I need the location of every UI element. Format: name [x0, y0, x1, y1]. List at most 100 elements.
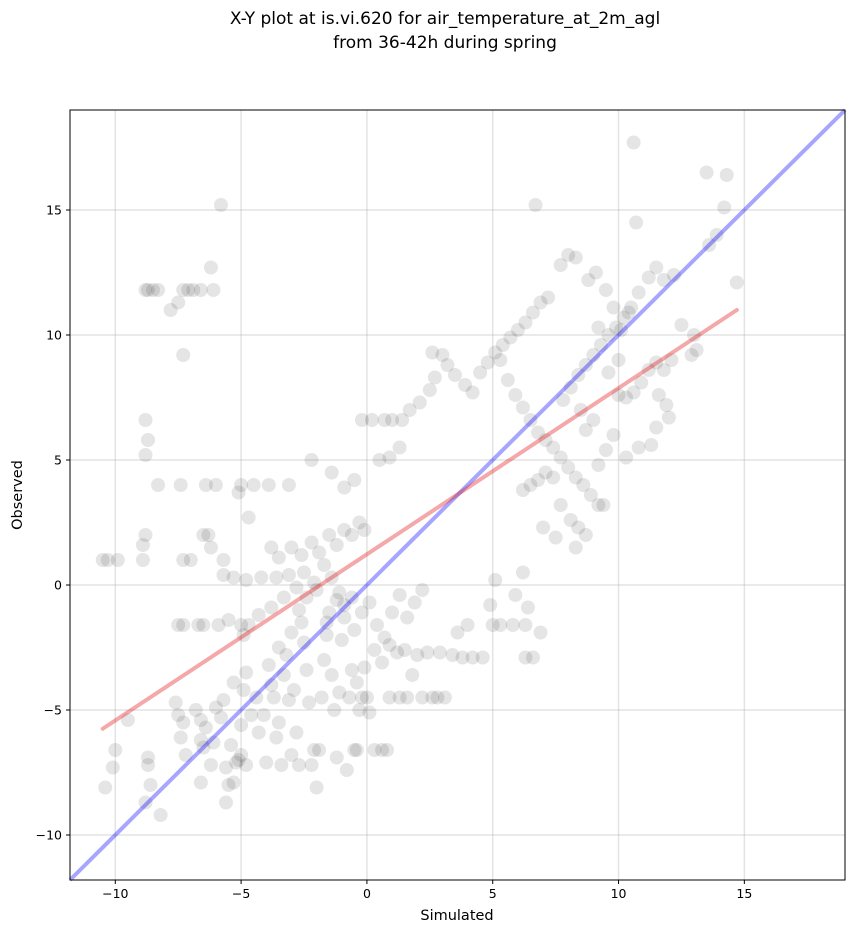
- x-tick-label: −10: [102, 886, 128, 901]
- data-point: [666, 268, 681, 282]
- data-point: [281, 478, 296, 492]
- data-point: [324, 668, 339, 682]
- data-point: [641, 363, 656, 377]
- data-point: [216, 553, 231, 567]
- data-point: [256, 708, 271, 722]
- reference-lines: [68, 108, 847, 882]
- y-tick-label: 5: [54, 453, 62, 468]
- data-point: [606, 428, 621, 442]
- data-point: [299, 663, 314, 677]
- data-point: [317, 653, 332, 667]
- data-point: [410, 648, 425, 662]
- data-point: [563, 380, 578, 395]
- data-point: [344, 528, 359, 542]
- data-point: [412, 395, 427, 410]
- data-point: [553, 258, 568, 272]
- data-point: [120, 713, 135, 727]
- data-point: [395, 413, 410, 427]
- y-tick-label: −10: [36, 828, 62, 843]
- data-point: [309, 583, 324, 597]
- data-point: [548, 530, 563, 545]
- data-point: [216, 568, 231, 582]
- y-tick-label: 0: [54, 578, 62, 593]
- data-point: [234, 748, 249, 762]
- axis-ticks: −10 −5 0 5 10 15 −10 −5 0 5 10 15: [36, 203, 753, 902]
- data-point: [138, 795, 153, 810]
- data-point: [239, 758, 254, 772]
- data-point: [651, 388, 666, 402]
- data-point: [609, 320, 624, 335]
- data-point: [503, 330, 518, 345]
- data-point: [337, 480, 352, 495]
- data-point: [284, 748, 299, 762]
- data-point: [221, 613, 236, 627]
- identity-line: [68, 108, 847, 882]
- data-point: [631, 285, 646, 300]
- data-point: [100, 553, 115, 567]
- data-point: [329, 750, 344, 765]
- data-point: [266, 690, 281, 705]
- data-point: [455, 650, 470, 665]
- data-point: [317, 558, 332, 572]
- data-point: [649, 260, 664, 275]
- data-point: [294, 548, 309, 562]
- data-point: [687, 328, 702, 342]
- data-point: [146, 283, 161, 297]
- data-point: [616, 310, 631, 325]
- data-point: [664, 353, 679, 367]
- data-point: [649, 420, 664, 435]
- data-point: [729, 275, 744, 290]
- data-point: [168, 695, 183, 710]
- data-point: [334, 633, 349, 647]
- data-point: [251, 725, 266, 740]
- data-point: [171, 618, 186, 632]
- data-point: [95, 553, 110, 567]
- data-point: [269, 570, 284, 585]
- data-point: [583, 488, 598, 502]
- data-point: [206, 283, 221, 297]
- data-point: [634, 375, 649, 390]
- x-tick-label: 5: [489, 886, 497, 901]
- data-point: [176, 715, 191, 730]
- data-point: [553, 498, 568, 512]
- data-point: [206, 735, 221, 750]
- data-point: [573, 403, 588, 417]
- data-point: [422, 383, 437, 397]
- data-point: [674, 318, 689, 332]
- data-point: [271, 550, 286, 565]
- data-point: [307, 743, 322, 757]
- data-point: [138, 528, 153, 542]
- data-point: [173, 478, 188, 492]
- data-point: [274, 758, 289, 772]
- data-point: [226, 570, 241, 585]
- data-point: [183, 553, 198, 567]
- data-point: [236, 683, 251, 697]
- data-point: [138, 413, 153, 427]
- data-point: [349, 675, 364, 690]
- data-point: [138, 283, 153, 297]
- data-point: [213, 710, 228, 725]
- data-point: [198, 720, 213, 735]
- data-point: [369, 618, 384, 632]
- regression-line: [100, 308, 739, 731]
- data-point: [515, 400, 530, 415]
- data-point: [606, 300, 621, 315]
- data-point: [493, 618, 508, 632]
- data-point: [591, 458, 606, 472]
- data-point: [276, 590, 291, 605]
- data-point: [135, 553, 150, 567]
- data-point: [196, 740, 211, 755]
- data-point: [329, 538, 344, 552]
- chart-title: X-Y plot at is.vi.620 for air_temperatur…: [230, 9, 660, 53]
- data-point: [659, 398, 674, 412]
- data-point: [614, 323, 629, 337]
- data-point: [198, 478, 213, 492]
- data-point: [319, 615, 334, 630]
- data-point: [367, 743, 382, 757]
- data-point: [337, 598, 352, 612]
- data-point: [304, 535, 319, 550]
- data-point: [488, 573, 503, 587]
- data-point: [382, 690, 397, 705]
- data-point: [261, 658, 276, 672]
- data-point: [578, 528, 593, 542]
